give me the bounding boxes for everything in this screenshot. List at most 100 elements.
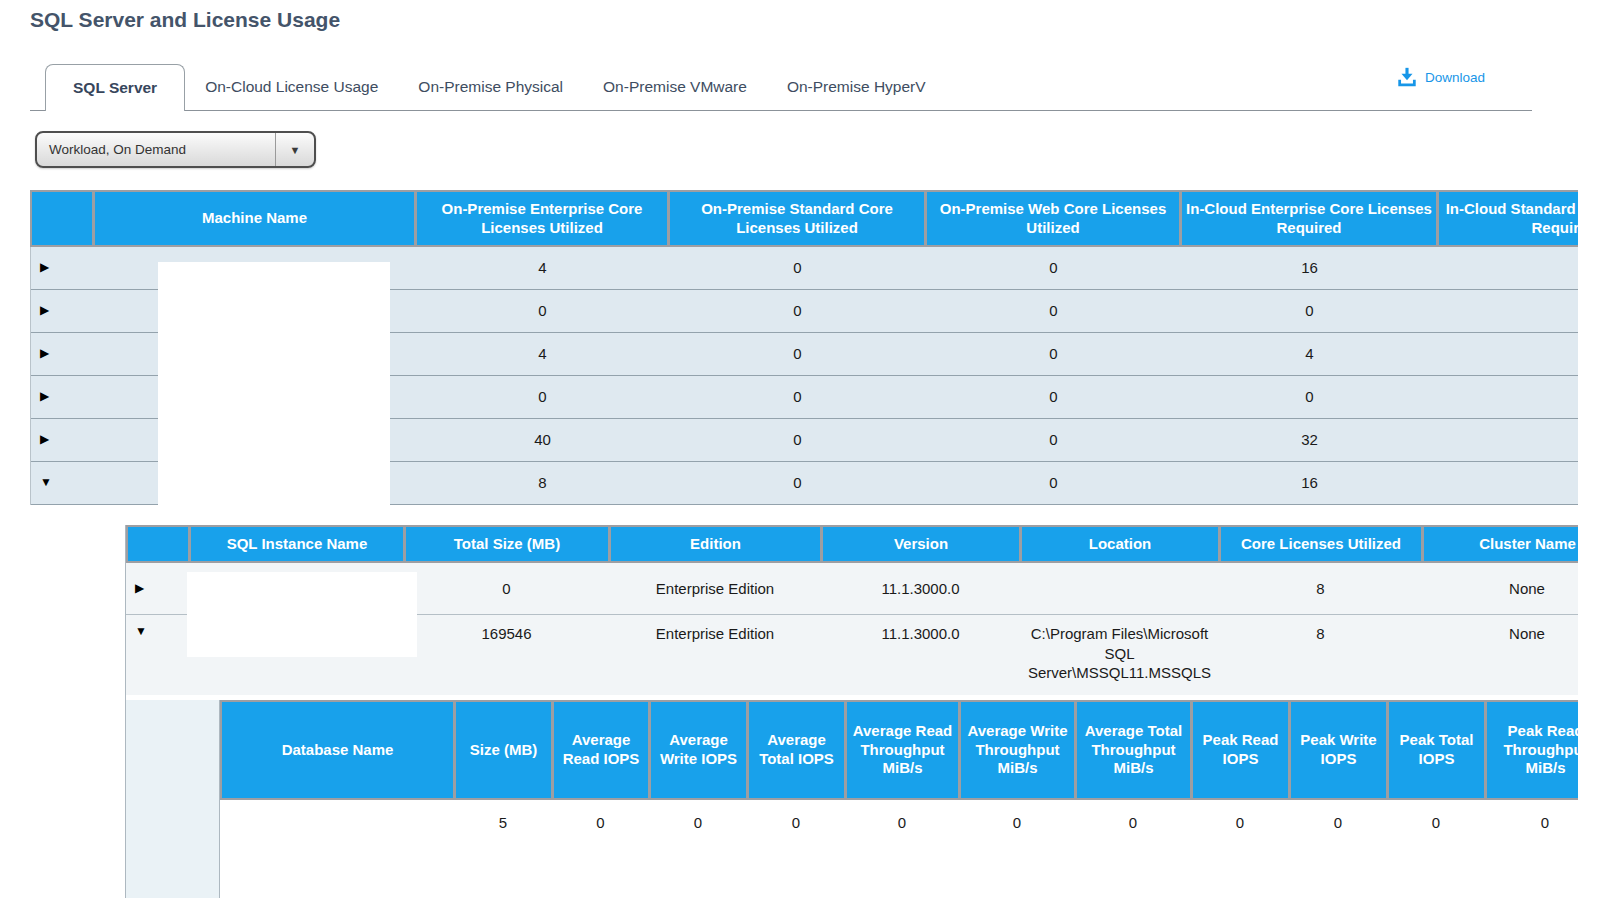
cell-value: Enterprise Edition bbox=[609, 563, 821, 614]
header-avg-write-iops: Average Write IOPS bbox=[651, 702, 746, 798]
cell-value: 0 bbox=[926, 247, 1181, 289]
cell-value: 11.1.3000.0 bbox=[821, 615, 1020, 695]
header-total-size: Total Size (MB) bbox=[406, 527, 608, 561]
cell-value: None bbox=[1422, 615, 1578, 695]
cell-value: 40 bbox=[416, 419, 669, 461]
cell-value: 0 bbox=[669, 376, 926, 418]
header-peak-write-iops: Peak Write IOPS bbox=[1291, 702, 1386, 798]
download-icon bbox=[1396, 66, 1418, 88]
cell-value: 0 bbox=[669, 247, 926, 289]
header-location: Location bbox=[1022, 527, 1218, 561]
cell-value: C:\Program Files\Microsoft SQL Server\MS… bbox=[1020, 615, 1219, 695]
chevron-down-icon: ▼ bbox=[276, 144, 314, 156]
header-avg-read-throughput: Average Read Throughput MiB/s bbox=[847, 702, 958, 798]
header-expander-column bbox=[128, 527, 188, 561]
cell-value: 0 bbox=[649, 800, 747, 845]
redacted-instance-names bbox=[187, 572, 417, 657]
tab-bar: SQL Server On-Cloud License Usage On-Pre… bbox=[30, 63, 1532, 111]
header-version: Version bbox=[823, 527, 1019, 561]
header-avg-read-iops: Average Read IOPS bbox=[554, 702, 648, 798]
cell-value: 4 bbox=[1181, 333, 1438, 375]
cell-value: 0 bbox=[1181, 376, 1438, 418]
tab-on-premise-hyperv[interactable]: On-Premise HyperV bbox=[767, 63, 946, 110]
header-core-licenses-utilized: Core Licenses Utilized bbox=[1221, 527, 1421, 561]
expanded-row-gutter bbox=[126, 700, 219, 898]
database-table: Database Name Size (MB) Average Read IOP… bbox=[219, 700, 1578, 898]
cell-value bbox=[1438, 462, 1578, 504]
instance-table-header: SQL Instance Name Total Size (MB) Editio… bbox=[126, 525, 1578, 563]
cell-value: 16 bbox=[1181, 247, 1438, 289]
header-peak-total-iops: Peak Total IOPS bbox=[1389, 702, 1484, 798]
cell-value bbox=[1438, 333, 1578, 375]
download-button[interactable]: Download bbox=[1396, 66, 1485, 88]
row-expand-toggle[interactable]: ▶ bbox=[31, 376, 94, 418]
cell-value: 0 bbox=[669, 290, 926, 332]
tab-sql-server[interactable]: SQL Server bbox=[45, 64, 185, 111]
cell-value: 0 bbox=[926, 462, 1181, 504]
cell-value: 0 bbox=[926, 419, 1181, 461]
header-peak-read-throughput: Peak Read Throughput MiB/s bbox=[1487, 702, 1578, 798]
redacted-machine-names bbox=[158, 262, 390, 513]
row-expand-toggle[interactable]: ▶ bbox=[31, 247, 94, 289]
cell-value: 0 bbox=[845, 800, 959, 845]
cell-value: 5 bbox=[454, 800, 552, 845]
cell-value: 32 bbox=[1181, 419, 1438, 461]
cell-value: 8 bbox=[416, 462, 669, 504]
row-collapse-toggle[interactable]: ▼ bbox=[31, 462, 94, 504]
cell-value: 8 bbox=[1219, 563, 1422, 614]
cell-value bbox=[1438, 247, 1578, 289]
cell-value: 0 bbox=[1181, 290, 1438, 332]
machine-table-header: Machine Name On-Premise Enterprise Core … bbox=[30, 190, 1578, 247]
cell-value: None bbox=[1422, 563, 1578, 614]
cell-value: 16 bbox=[1181, 462, 1438, 504]
cell-value: 4 bbox=[416, 247, 669, 289]
row-collapse-toggle[interactable]: ▼ bbox=[126, 615, 189, 695]
database-name-cell bbox=[220, 800, 454, 845]
page-title: SQL Server and License Usage bbox=[30, 8, 340, 32]
header-onprem-enterprise-core: On-Premise Enterprise Core Licenses Util… bbox=[417, 192, 667, 245]
row-expand-toggle[interactable]: ▶ bbox=[31, 290, 94, 332]
tab-on-premise-physical[interactable]: On-Premise Physical bbox=[398, 63, 583, 110]
tab-on-premise-vmware[interactable]: On-Premise VMware bbox=[583, 63, 767, 110]
header-avg-total-iops: Average Total IOPS bbox=[749, 702, 844, 798]
cell-value: 0 bbox=[416, 290, 669, 332]
page: SQL Server and License Usage SQL Server … bbox=[0, 0, 1600, 898]
header-edition: Edition bbox=[611, 527, 820, 561]
header-cluster-name: Cluster Name bbox=[1424, 527, 1578, 561]
workload-dropdown-value: Workload, On Demand bbox=[37, 142, 275, 157]
database-table-header: Database Name Size (MB) Average Read IOP… bbox=[220, 700, 1578, 800]
cell-value: 0 bbox=[926, 333, 1181, 375]
database-row: 5 0 0 0 0 0 0 0 0 0 0 bbox=[220, 800, 1578, 845]
header-incloud-standard-core: In-Cloud Standard Core Licenses Required bbox=[1439, 192, 1578, 245]
cell-value: 0 bbox=[1191, 800, 1289, 845]
cell-value: 0 bbox=[669, 419, 926, 461]
row-expand-toggle[interactable]: ▶ bbox=[31, 419, 94, 461]
cell-value: 169546 bbox=[404, 615, 609, 695]
header-onprem-web-core: On-Premise Web Core Licenses Utilized bbox=[927, 192, 1179, 245]
cell-value: 0 bbox=[1387, 800, 1485, 845]
cell-value: 4 bbox=[416, 333, 669, 375]
cell-value: 0 bbox=[959, 800, 1075, 845]
cell-value: 0 bbox=[1075, 800, 1191, 845]
cell-value bbox=[1438, 290, 1578, 332]
cell-value bbox=[1020, 563, 1219, 614]
header-onprem-standard-core: On-Premise Standard Core Licenses Utiliz… bbox=[670, 192, 924, 245]
header-database-name: Database Name bbox=[222, 702, 453, 798]
row-expand-toggle[interactable]: ▶ bbox=[31, 333, 94, 375]
download-label: Download bbox=[1425, 70, 1485, 85]
cell-value: 8 bbox=[1219, 615, 1422, 695]
cell-value: 0 bbox=[926, 376, 1181, 418]
workload-dropdown[interactable]: Workload, On Demand ▼ bbox=[35, 131, 316, 168]
tab-on-cloud-license-usage[interactable]: On-Cloud License Usage bbox=[185, 63, 398, 110]
header-avg-total-throughput: Average Total Throughput MiB/s bbox=[1077, 702, 1190, 798]
row-expand-toggle[interactable]: ▶ bbox=[126, 563, 189, 614]
header-sql-instance-name: SQL Instance Name bbox=[191, 527, 403, 561]
cell-value: 0 bbox=[926, 290, 1181, 332]
cell-value: 0 bbox=[669, 333, 926, 375]
cell-value: 0 bbox=[1289, 800, 1387, 845]
cell-value: 0 bbox=[552, 800, 649, 845]
header-size: Size (MB) bbox=[456, 702, 551, 798]
cell-value: 0 bbox=[404, 563, 609, 614]
cell-value: Enterprise Edition bbox=[609, 615, 821, 695]
header-peak-read-iops: Peak Read IOPS bbox=[1193, 702, 1288, 798]
